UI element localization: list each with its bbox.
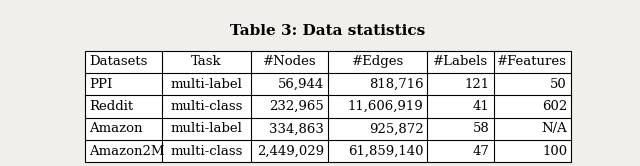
Text: 61,859,140: 61,859,140 <box>348 145 424 158</box>
Text: 818,716: 818,716 <box>369 78 424 91</box>
Text: 121: 121 <box>465 78 490 91</box>
Text: #Edges: #Edges <box>351 55 404 68</box>
Text: 50: 50 <box>550 78 567 91</box>
Text: 2,449,029: 2,449,029 <box>257 145 324 158</box>
Text: Reddit: Reddit <box>89 100 133 113</box>
Text: PPI: PPI <box>89 78 112 91</box>
Text: Amazon2M: Amazon2M <box>89 145 164 158</box>
Text: #Nodes: #Nodes <box>262 55 316 68</box>
Text: multi-class: multi-class <box>170 100 243 113</box>
Text: Task: Task <box>191 55 222 68</box>
Text: N/A: N/A <box>541 122 567 135</box>
Text: 41: 41 <box>473 100 490 113</box>
Text: 232,965: 232,965 <box>269 100 324 113</box>
Text: 334,863: 334,863 <box>269 122 324 135</box>
Text: 47: 47 <box>473 145 490 158</box>
Text: 56,944: 56,944 <box>278 78 324 91</box>
Text: multi-label: multi-label <box>170 78 243 91</box>
Text: 602: 602 <box>542 100 567 113</box>
Text: #Labels: #Labels <box>433 55 488 68</box>
Bar <box>85 51 571 163</box>
Text: 11,606,919: 11,606,919 <box>348 100 424 113</box>
Text: Table 3: Data statistics: Table 3: Data statistics <box>230 24 426 38</box>
Text: multi-class: multi-class <box>170 145 243 158</box>
Text: #Features: #Features <box>497 55 567 68</box>
Text: 58: 58 <box>473 122 490 135</box>
Text: Amazon: Amazon <box>89 122 143 135</box>
Text: 925,872: 925,872 <box>369 122 424 135</box>
Text: 100: 100 <box>542 145 567 158</box>
Text: Datasets: Datasets <box>89 55 147 68</box>
Text: multi-label: multi-label <box>170 122 243 135</box>
